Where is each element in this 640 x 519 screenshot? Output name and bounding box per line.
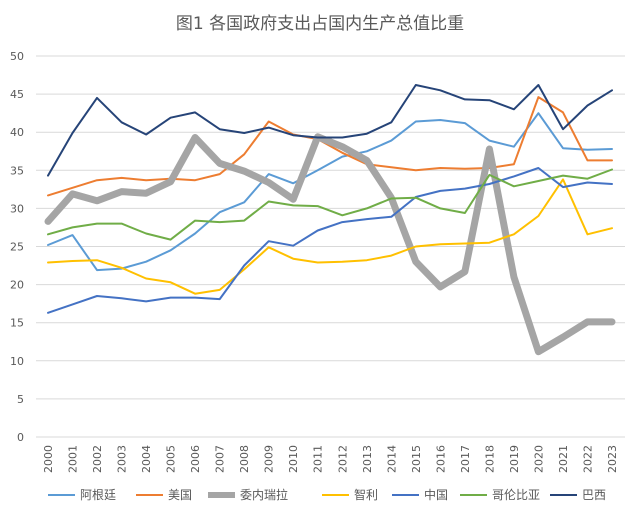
x-tick-label: 2014 <box>385 445 398 473</box>
legend-label: 智利 <box>354 487 378 502</box>
legend-label: 委内瑞拉 <box>240 487 288 502</box>
y-tick-label: 30 <box>10 202 24 215</box>
y-tick-label: 45 <box>10 88 24 101</box>
x-tick-label: 2017 <box>459 445 472 473</box>
series-line-4 <box>47 167 613 314</box>
x-tick-label: 2019 <box>508 445 521 473</box>
y-tick-label: 10 <box>10 355 24 368</box>
x-tick-label: 2018 <box>483 445 496 473</box>
series-line-2 <box>44 133 616 356</box>
y-tick-label: 25 <box>10 241 24 254</box>
series-line-3 <box>47 178 613 295</box>
x-tick-label: 2009 <box>263 445 276 473</box>
y-tick-label: 40 <box>10 126 24 139</box>
x-tick-label: 2000 <box>42 445 55 473</box>
series-line-5 <box>47 168 613 241</box>
x-tick-label: 2023 <box>606 445 619 473</box>
x-tick-label: 2022 <box>581 445 594 473</box>
x-tick-label: 2013 <box>361 445 374 473</box>
y-tick-label: 20 <box>10 279 24 292</box>
series-line-0 <box>47 112 613 272</box>
x-tick-label: 2010 <box>287 445 300 473</box>
legend-label: 美国 <box>168 488 192 502</box>
x-tick-label: 2016 <box>434 445 447 473</box>
series-line-6 <box>47 84 613 177</box>
x-tick-label: 2007 <box>214 445 227 473</box>
y-tick-label: 5 <box>17 393 24 406</box>
x-tick-label: 2008 <box>238 445 251 473</box>
legend-label: 中国 <box>424 487 448 502</box>
y-tick-label: 50 <box>10 50 24 63</box>
x-tick-label: 2002 <box>91 445 104 473</box>
legend-label: 阿根廷 <box>80 488 116 502</box>
x-tick-label: 2015 <box>410 445 423 473</box>
y-tick-label: 35 <box>10 164 24 177</box>
x-tick-label: 2021 <box>557 445 570 473</box>
x-tick-label: 2004 <box>140 445 153 473</box>
y-tick-label: 15 <box>10 317 24 330</box>
x-tick-label: 2001 <box>67 445 80 473</box>
x-tick-label: 2011 <box>312 445 325 473</box>
x-tick-label: 2020 <box>532 445 545 473</box>
x-tick-label: 2003 <box>116 445 129 473</box>
legend-label: 哥伦比亚 <box>492 487 540 502</box>
x-tick-label: 2005 <box>165 445 178 473</box>
y-tick-label: 0 <box>17 431 24 444</box>
x-tick-label: 2012 <box>336 445 349 473</box>
x-tick-label: 2006 <box>189 445 202 473</box>
chart-title: 图1 各国政府支出占国内生产总值比重 <box>176 14 464 34</box>
series-line-1 <box>47 96 613 197</box>
legend-label: 巴西 <box>582 488 606 502</box>
